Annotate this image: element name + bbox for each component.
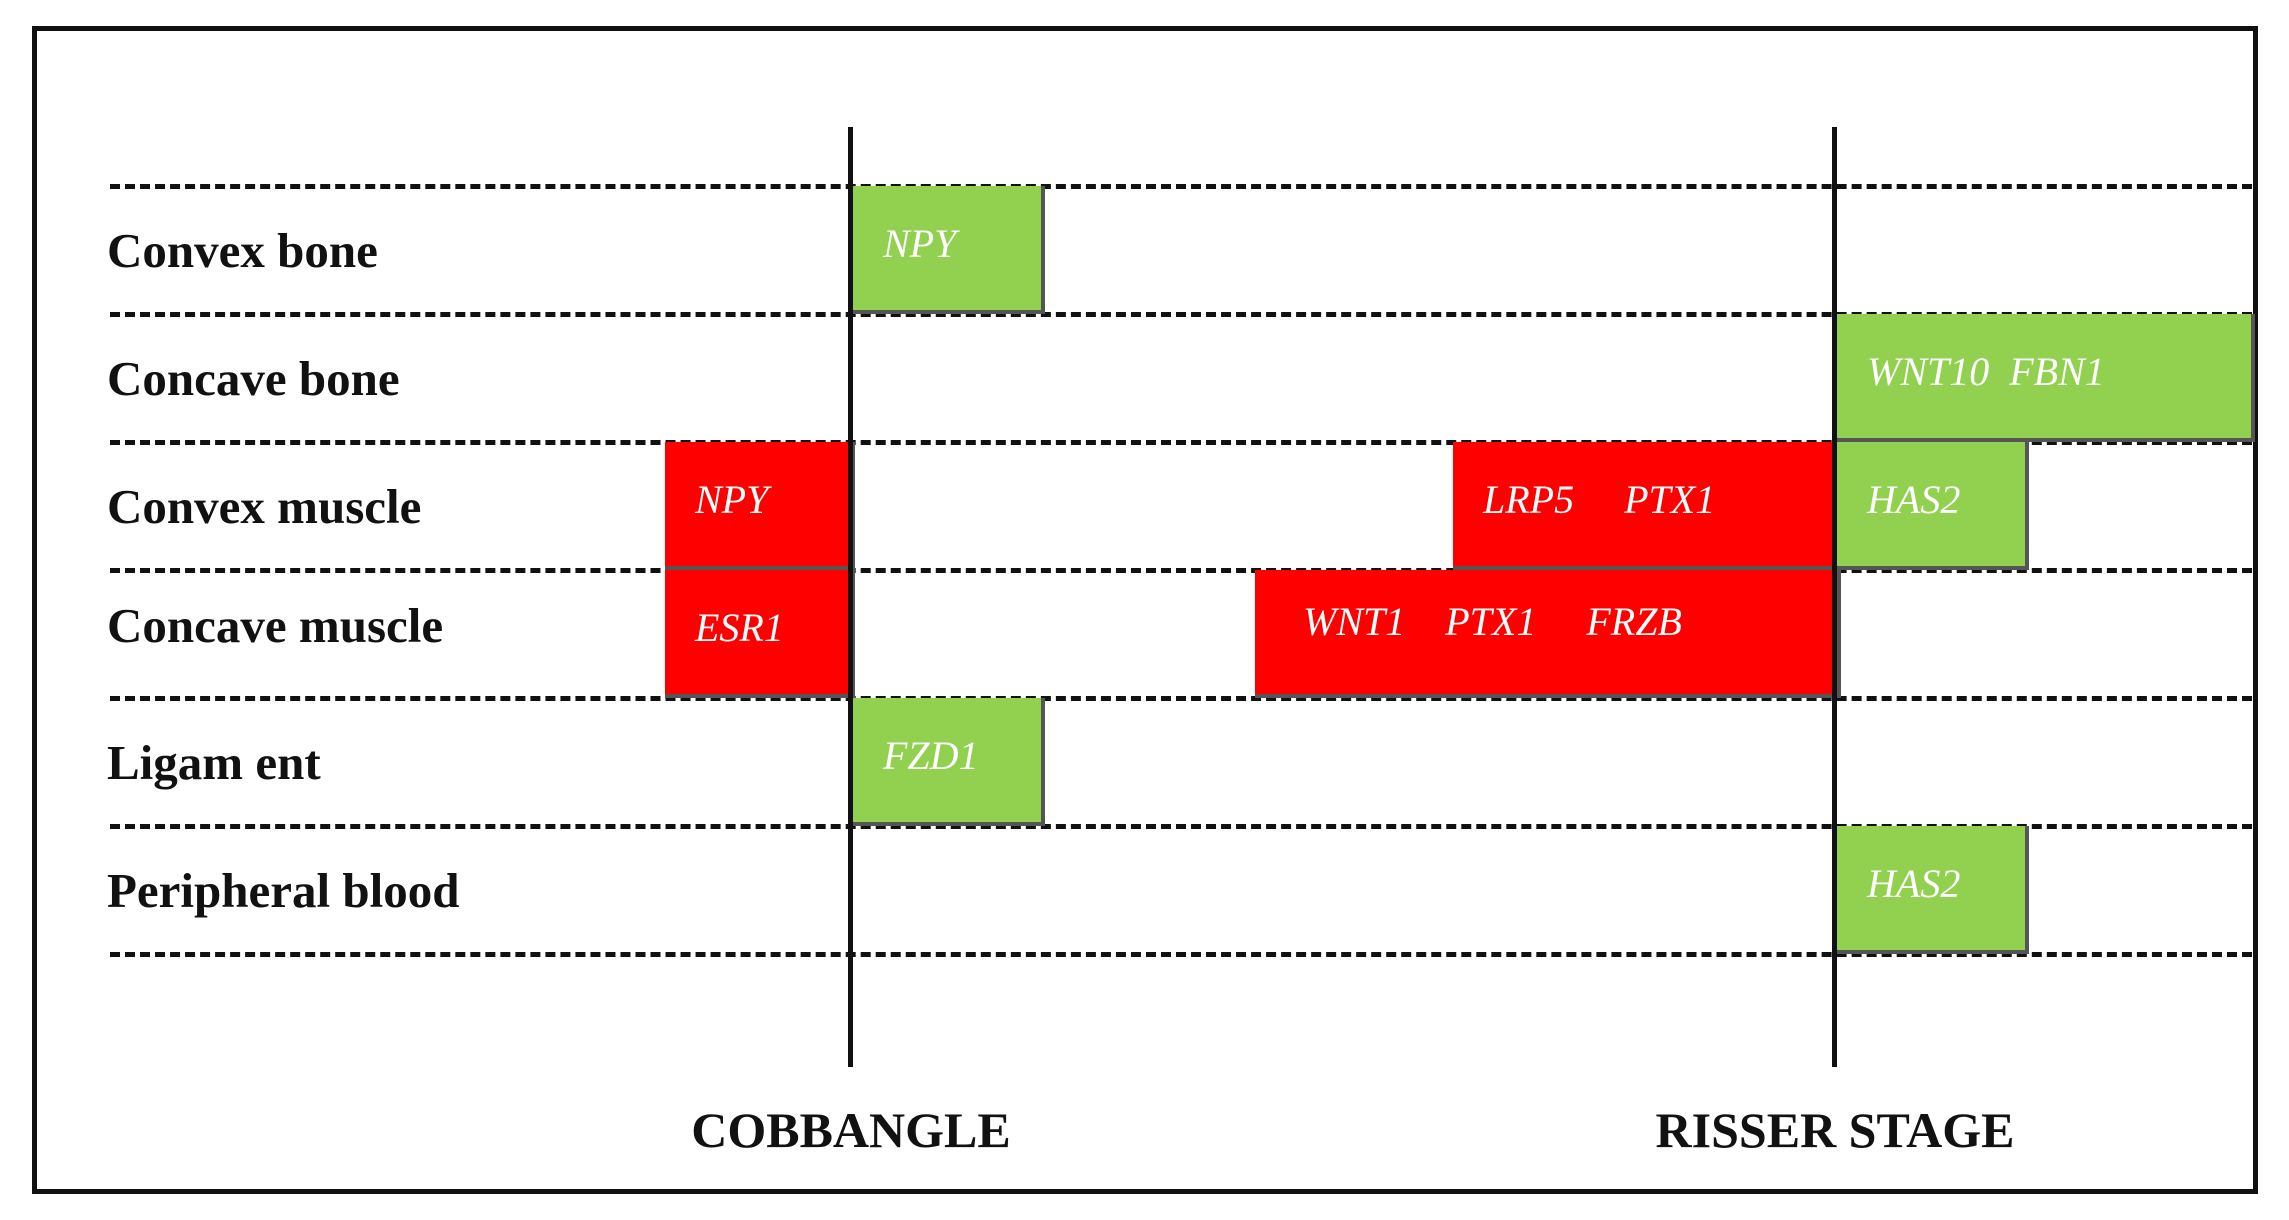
- gene-box-ligament-fzd1: FZD1: [853, 698, 1045, 826]
- gene-box-convex-muscle-npy: NPY: [665, 442, 855, 570]
- row-separator: [110, 952, 2252, 957]
- row-label-convex-bone: Convex bone: [107, 222, 378, 278]
- row-separator: [110, 440, 2252, 445]
- gene-box-concave-bone-wnt10-fbn1: WNT10 FBN1: [1837, 314, 2255, 442]
- axis-label-risser-stage: RISSER STAGE: [1655, 1102, 2015, 1158]
- row-label-peripheral-blood: Peripheral blood: [107, 862, 460, 918]
- row-label-concave-muscle: Concave muscle: [107, 597, 444, 653]
- row-separator: [110, 184, 2252, 189]
- gene-box-concave-muscle-esr1: ESR1: [665, 570, 855, 698]
- row-label-convex-muscle: Convex muscle: [107, 478, 422, 534]
- row-label-ligament: Ligam ent: [107, 734, 321, 790]
- gene-box-convex-bone-npy: NPY: [853, 186, 1045, 314]
- gene-box-peripheral-blood-has2: HAS2: [1837, 826, 2029, 954]
- gene-box-convex-muscle-lrp5-ptx1: LRP5 PTX1: [1453, 442, 1841, 570]
- row-separator: [110, 696, 2252, 701]
- risser-stage-axis-line: [1832, 127, 1837, 1067]
- gene-box-concave-muscle-wnt1-ptx1-frzb: WNT1 PTX1 FRZB: [1255, 570, 1841, 698]
- gene-box-convex-muscle-has2: HAS2: [1837, 442, 2029, 570]
- row-separator: [110, 568, 2252, 573]
- row-separator: [110, 312, 2252, 317]
- cobb-angle-axis-line: [848, 127, 853, 1067]
- row-label-concave-bone: Concave bone: [107, 350, 400, 406]
- axis-label-cobb-angle: COBBANGLE: [691, 1102, 1011, 1158]
- row-separator: [110, 824, 2252, 829]
- diagram-frame: NPY WNT10 FBN1 NPY LRP5 PTX1 HAS2 ESR1 W…: [32, 26, 2258, 1194]
